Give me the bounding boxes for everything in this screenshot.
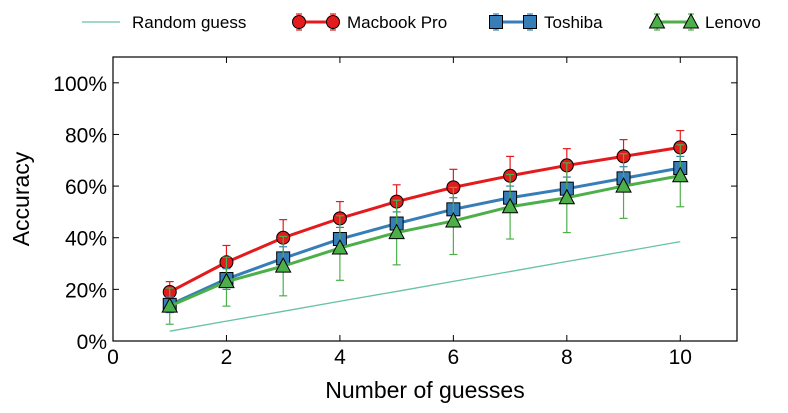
data-point <box>671 166 689 183</box>
data-point <box>218 272 235 289</box>
legend-item: Macbook Pro <box>292 13 447 32</box>
legend-item: Lenovo <box>648 12 761 32</box>
x-axis-title: Number of guesses <box>325 377 524 403</box>
data-point <box>161 297 179 313</box>
data-point <box>501 197 519 214</box>
y-tick-label: 100% <box>53 73 107 96</box>
data-point <box>445 211 462 228</box>
y-tick-label: 20% <box>65 279 107 302</box>
y-tick-label: 0% <box>77 331 107 354</box>
series-lenovo <box>161 144 689 325</box>
x-tick-label: 6 <box>448 346 460 369</box>
series-random-guess <box>169 240 681 332</box>
data-point <box>615 177 632 193</box>
axes: 0 2 4 6 8 100%20%40%60%80%100% <box>53 57 737 369</box>
y-axis-title: Accuracy <box>8 151 34 246</box>
legend-label: Lenovo <box>705 13 761 32</box>
plot-area-frame <box>112 56 738 342</box>
x-tick-label: 4 <box>334 346 346 369</box>
series-line <box>169 166 681 307</box>
legend-label: Random guess <box>132 13 246 32</box>
legend-item: Random guess <box>82 13 246 32</box>
y-tick-label: 60% <box>65 176 107 199</box>
legend-label: Toshiba <box>544 13 603 32</box>
data-point <box>388 223 405 240</box>
x-tick-label: 8 <box>561 346 573 369</box>
data-point <box>331 238 349 255</box>
legend-marker <box>326 15 340 29</box>
series-line <box>169 174 681 308</box>
legend-marker <box>648 12 666 29</box>
series-line <box>169 145 681 294</box>
plot-marks <box>161 129 689 332</box>
legend-marker <box>292 15 306 29</box>
x-tick-label: 10 <box>669 346 692 369</box>
legend-marker <box>523 15 537 29</box>
y-tick-label: 40% <box>65 228 107 251</box>
legend-marker <box>489 15 503 29</box>
legend-label: Macbook Pro <box>347 13 447 32</box>
x-tick-label: 2 <box>221 346 233 369</box>
legend-marker <box>682 12 700 29</box>
x-tick-label: 0 <box>107 346 119 369</box>
series-line <box>169 240 681 332</box>
legend: Random guess Macbook Pro Toshiba Lenovo <box>82 12 761 32</box>
y-tick-label: 80% <box>65 124 107 147</box>
data-point <box>558 188 576 205</box>
legend-item: Toshiba <box>489 13 603 32</box>
series-toshiba <box>162 155 688 314</box>
data-point <box>274 257 292 273</box>
